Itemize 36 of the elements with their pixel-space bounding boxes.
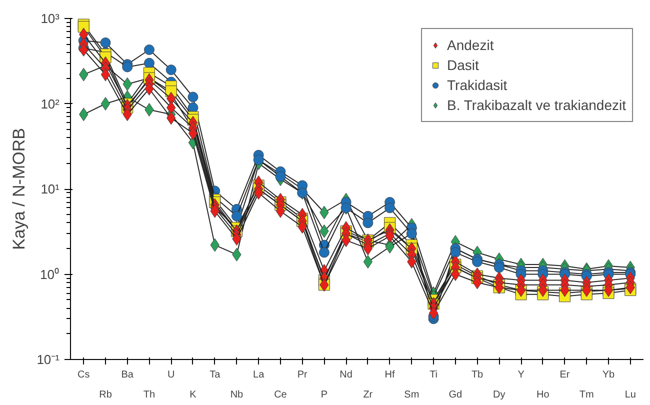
x-tick-label: Ta	[210, 370, 221, 380]
y-tick-label: 10¹	[40, 182, 60, 196]
x-tick-label: Cs	[78, 370, 90, 380]
x-tick-label: U	[167, 370, 175, 380]
legend-label: B. Trakibazalt ve trakiandezit	[447, 96, 626, 114]
x-tick-label: Ti	[430, 370, 438, 380]
legend-label: Dasit	[447, 56, 479, 74]
x-tick-label: Er	[560, 370, 570, 380]
x-tick-label: Yb	[602, 370, 616, 380]
y-tick-label: 10²	[40, 96, 60, 112]
x-tick-label: Ho	[536, 390, 550, 400]
legend-label: Andezit	[447, 36, 494, 54]
x-tick-label: Tb	[471, 370, 484, 380]
x-tick-label: Zr	[363, 390, 374, 400]
x-tick-label: Ba	[121, 370, 134, 380]
legend-label: Trakidasit	[447, 76, 508, 94]
x-tick-label: Gd	[448, 390, 462, 400]
x-tick-label: Tm	[579, 390, 594, 400]
x-tick-label: Sm	[404, 390, 420, 400]
y-axis-title: Kaya / N-MORB	[10, 128, 29, 250]
x-tick-label: Dy	[493, 390, 506, 400]
x-tick-label: La	[253, 370, 265, 380]
y-tick-label: 10³	[40, 11, 60, 26]
x-tick-label: Hf	[384, 370, 396, 380]
x-tick-label: Y	[518, 370, 525, 380]
x-tick-label: Th	[143, 390, 156, 400]
x-tick-label: P	[320, 390, 328, 400]
x-tick-label: K	[190, 390, 197, 400]
x-tick-label: Pr	[297, 370, 308, 380]
y-tick-label: 10⁻¹	[36, 352, 60, 367]
x-tick-label: Nd	[340, 370, 352, 380]
x-tick-label: Ce	[274, 390, 288, 400]
x-tick-label: Rb	[99, 390, 112, 400]
x-tick-label: Lu	[624, 390, 636, 400]
x-tick-label: Nb	[230, 390, 244, 400]
y-tick-label: 10⁰	[40, 266, 60, 282]
